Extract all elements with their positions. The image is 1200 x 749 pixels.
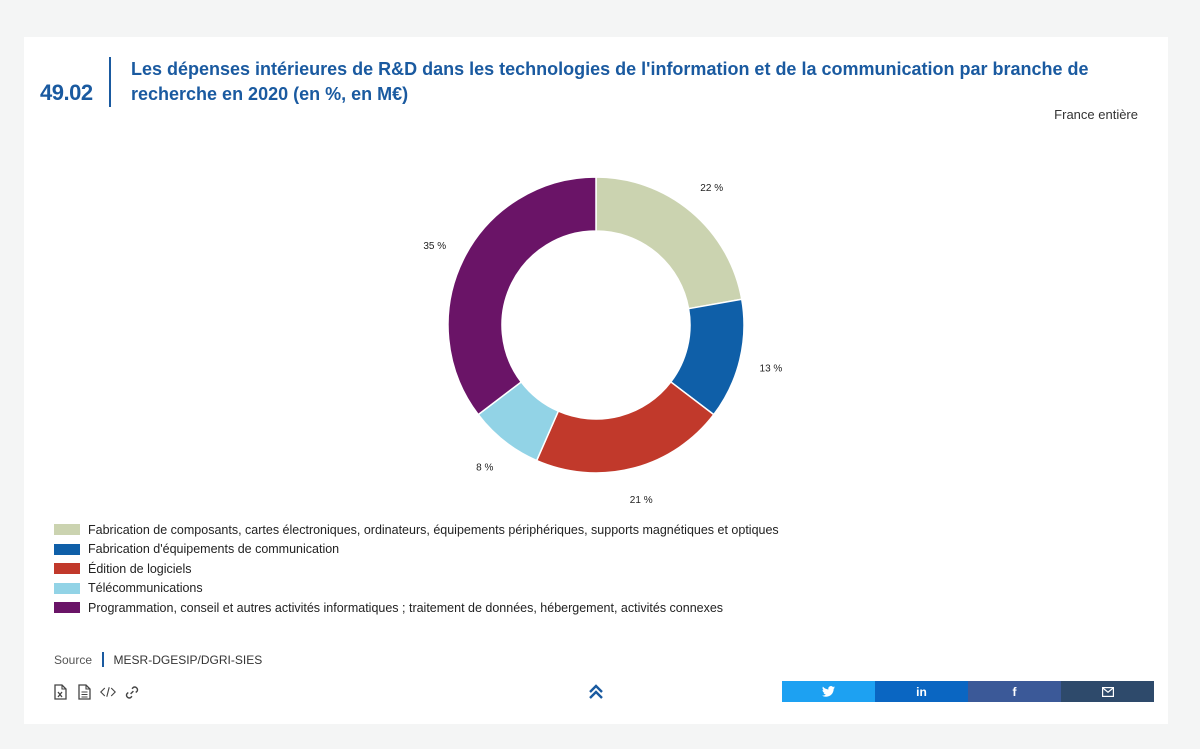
legend-item[interactable]: Édition de logiciels — [54, 559, 779, 579]
twitter-icon — [822, 686, 835, 697]
linkedin-icon: in — [916, 684, 927, 699]
legend-swatch — [54, 543, 80, 555]
slice-label: 22 % — [700, 183, 723, 194]
slice-label: 8 % — [476, 462, 493, 473]
donut-slice[interactable] — [595, 176, 743, 310]
figure-number: 49.02 — [40, 80, 93, 105]
source-line: Source MESR-DGESIP/DGRI-SIES — [54, 652, 262, 667]
code-icon[interactable] — [100, 683, 116, 701]
slice-label: 21 % — [630, 495, 653, 506]
legend-label: Programmation, conseil et autres activit… — [88, 600, 724, 615]
legend-swatch — [54, 524, 80, 536]
source-label: Source — [54, 652, 93, 667]
legend-swatch — [54, 582, 80, 594]
chart-card: 49.02 Les dépenses intérieures de R&D da… — [24, 37, 1168, 724]
chart-legend: Fabrication de composants, cartes électr… — [54, 520, 779, 618]
legend-label: Télécommunications — [88, 581, 203, 596]
legend-swatch — [54, 563, 80, 575]
title-divider — [109, 57, 111, 107]
legend-item[interactable]: Programmation, conseil et autres activit… — [54, 598, 779, 618]
legend-item[interactable]: Fabrication d'équipements de communicati… — [54, 540, 779, 560]
donut-chart: 22 % 13 % 21 % 8 % 35 % — [423, 176, 783, 506]
legend-item[interactable]: Télécommunications — [54, 579, 779, 599]
share-bar: in f — [782, 681, 1154, 702]
legend-label: Fabrication d'équipements de communicati… — [88, 542, 340, 557]
twitter-share-button[interactable] — [782, 681, 875, 702]
legend-swatch — [54, 602, 80, 614]
slice-label: 13 % — [760, 363, 783, 374]
chart-title: Les dépenses intérieures de R&D dans les… — [131, 59, 1089, 104]
donut-slice[interactable] — [535, 380, 715, 474]
linkedin-share-button[interactable]: in — [875, 681, 968, 702]
legend-label: Édition de logiciels — [88, 561, 192, 576]
source-divider — [102, 652, 104, 667]
excel-icon[interactable] — [52, 683, 68, 701]
donut-slice[interactable] — [447, 176, 597, 416]
legend-item[interactable]: Fabrication de composants, cartes électr… — [54, 520, 779, 540]
document-icon[interactable] — [76, 683, 92, 701]
facebook-share-button[interactable]: f — [968, 681, 1061, 702]
chart-subtitle: France entière — [1054, 107, 1138, 122]
scroll-top-icon[interactable] — [587, 682, 605, 702]
slice-label: 35 % — [423, 241, 446, 252]
email-icon — [1101, 686, 1114, 697]
facebook-icon: f — [1012, 684, 1017, 699]
email-share-button[interactable] — [1061, 681, 1154, 702]
link-icon[interactable] — [124, 683, 140, 701]
source-value: MESR-DGESIP/DGRI-SIES — [113, 652, 263, 667]
export-toolbar — [52, 683, 140, 701]
legend-label: Fabrication de composants, cartes électr… — [88, 522, 779, 537]
